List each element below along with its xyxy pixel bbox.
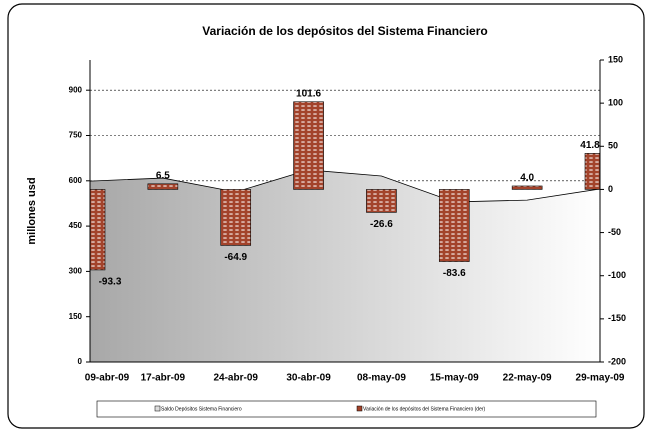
x-tick-label: 22-may-09 (503, 373, 552, 384)
area-line (90, 169, 600, 203)
data-label: 6.5 (156, 170, 170, 181)
y-tick-label: 900 (69, 85, 83, 94)
data-label: 101.6 (296, 88, 321, 99)
data-label: -26.6 (370, 219, 393, 230)
y2-tick-label: -150 (608, 313, 626, 323)
x-tick-label: 09-abr-09 (85, 373, 130, 384)
y2-tick-label: 50 (608, 141, 618, 151)
x-tick-label: 17-abr-09 (141, 373, 186, 384)
bar (220, 189, 252, 246)
bar (438, 189, 470, 262)
area (90, 169, 600, 362)
x-tick-label: 08-may-09 (357, 373, 406, 384)
data-label: 41.8 (580, 140, 600, 151)
x-tick-label: 30-abr-09 (286, 373, 331, 384)
legend-swatch (154, 405, 161, 412)
y2-tick-label: 0 (608, 184, 613, 194)
y-tick-label: 0 (78, 357, 83, 366)
y-axis-label: millones usd (26, 177, 38, 244)
data-label: -93.3 (99, 277, 122, 288)
chart-title: Variación de los depósitos del Sistema F… (202, 24, 487, 38)
data-label: 4.0 (520, 173, 534, 184)
bar (90, 189, 106, 271)
bar (293, 101, 324, 190)
data-label: -83.6 (443, 268, 466, 279)
x-tick-label: 24-abr-09 (213, 373, 258, 384)
legend-label: Saldo Depósitos Sistema Financiero (161, 406, 242, 412)
y2-tick-label: -50 (608, 227, 621, 237)
data-label: -64.9 (224, 252, 247, 263)
y2-tick-label: 150 (608, 54, 623, 64)
bar (584, 153, 600, 190)
x-tick-label: 15-may-09 (430, 373, 479, 384)
bar (147, 183, 179, 190)
y-tick-label: 150 (69, 312, 83, 321)
legend-label: Variación de los depósitos del Sistema F… (363, 406, 486, 412)
x-tick-label: 29-may-09 (576, 373, 625, 384)
y2-tick-label: -200 (608, 356, 626, 366)
y2-tick-label: 100 (608, 98, 623, 108)
y2-tick-label: -100 (608, 270, 626, 280)
bar (511, 185, 543, 190)
legend (96, 400, 597, 418)
legend-swatch (356, 405, 363, 412)
bar (366, 189, 397, 213)
y-tick-label: 450 (69, 221, 83, 230)
y-tick-label: 300 (69, 267, 83, 276)
y-tick-label: 750 (69, 131, 83, 140)
y-tick-label: 600 (69, 176, 83, 185)
